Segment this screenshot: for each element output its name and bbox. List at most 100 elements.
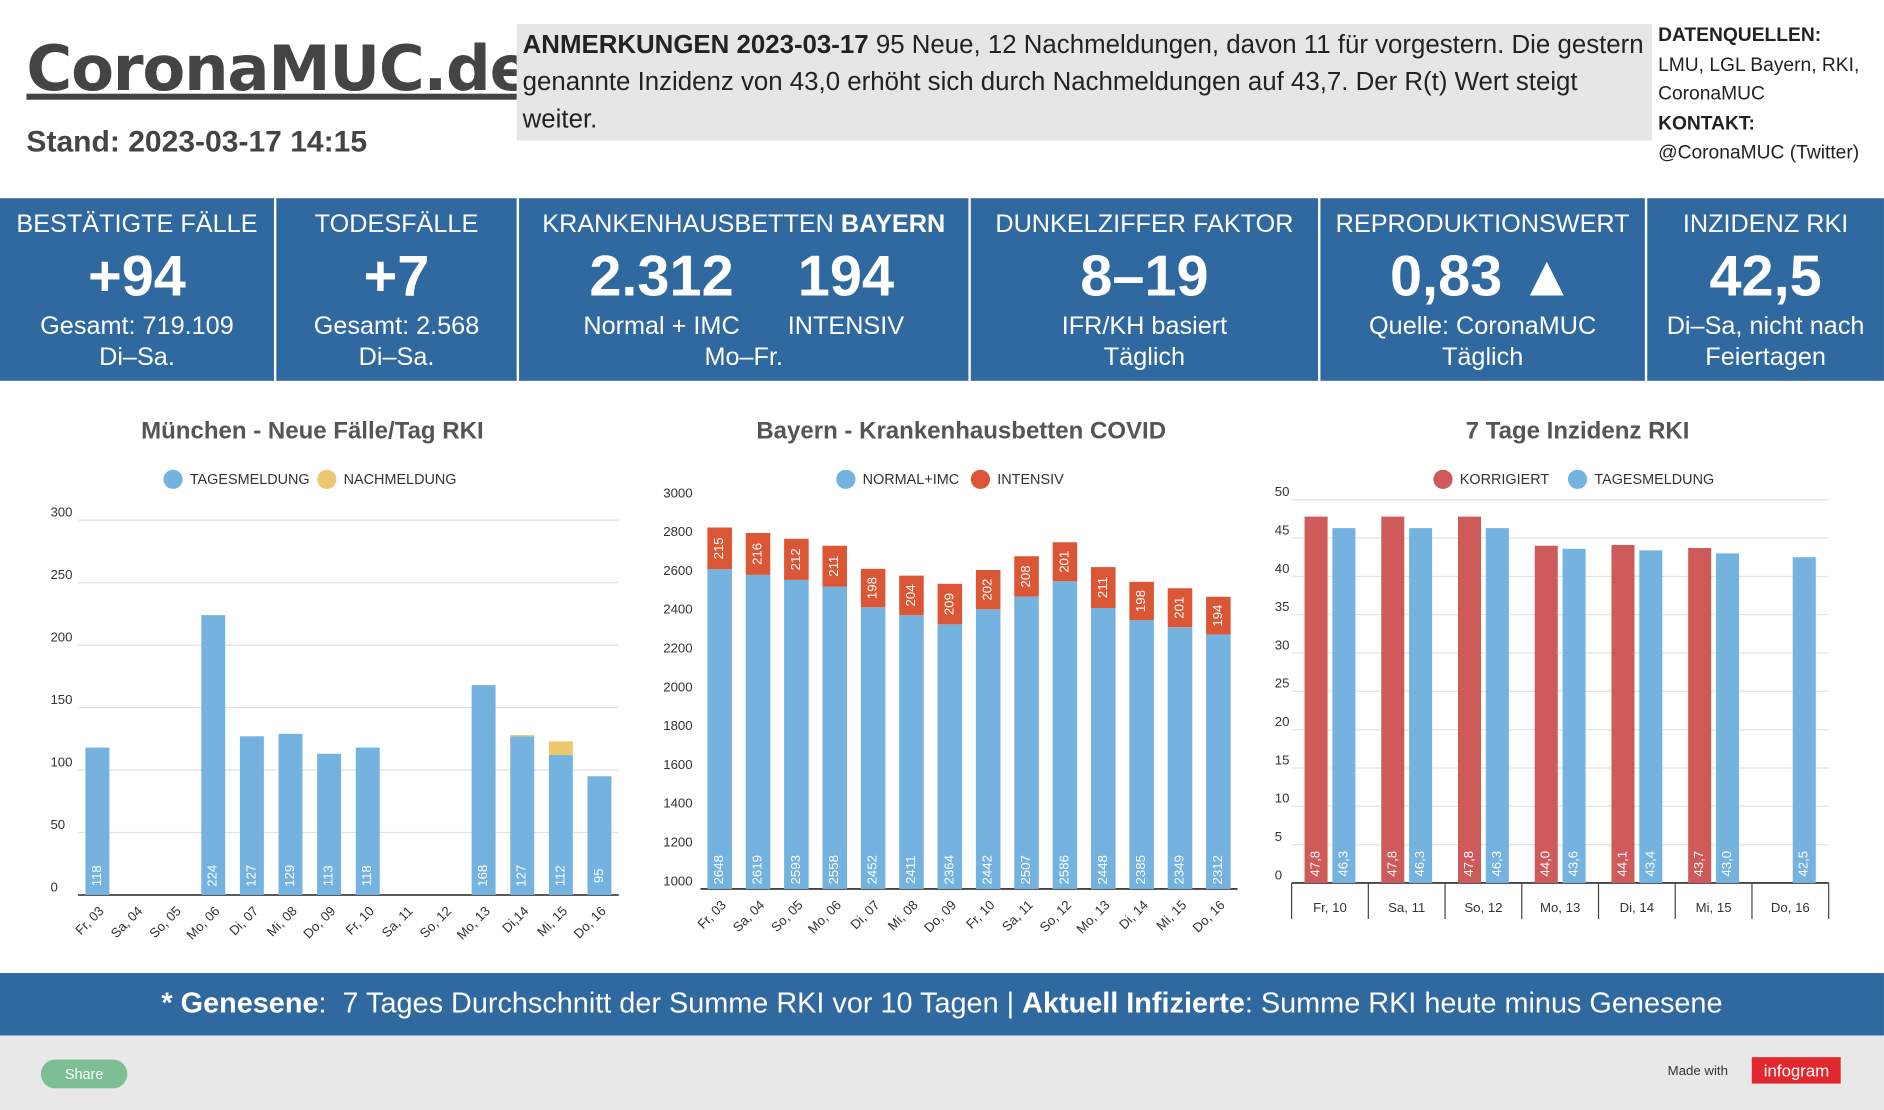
kpi-line: Mo–Fr. [704,343,783,372]
y-tick-label: 1000 [663,873,692,888]
y-tick-label: 40 [1275,561,1290,576]
x-tick-label: Fr, 10 [343,903,377,937]
value-label: 129 [282,865,297,887]
bar [1458,516,1482,883]
value-label: 2648 [711,855,726,884]
value-label: 2558 [826,855,841,884]
bar [1611,544,1635,883]
sources-text: LMU, LGL Bayern, RKI, CoronaMUC [1658,54,1860,105]
x-tick-label: Sa, 11 [379,903,416,940]
legend-swatch [836,469,856,489]
value-label: 47,8 [1461,851,1476,877]
bar [1485,528,1509,883]
y-tick-label: 0 [1275,867,1282,882]
value-label: 168 [475,865,490,887]
value-label: 2364 [941,855,956,884]
x-tick-label: Do, 16 [1190,897,1228,935]
bar [1052,581,1078,889]
footer-bold: Aktuell Infizierte [1022,987,1245,1020]
value-label: 127 [243,865,258,887]
y-tick-label: 2600 [663,563,692,578]
x-tick-label: Di, 07 [847,897,882,932]
x-tick-label: Sa, 04 [108,903,146,941]
kpi-value: 42,5 [1709,245,1822,309]
kpi-line: Di–Sa. [99,343,175,372]
kpi-tile: DUNKELZIFFER FAKTOR 8–19 IFR/KH basiert … [970,198,1319,381]
bar [85,747,110,895]
legend-label: INTENSIV [997,472,1064,488]
bar [1167,588,1193,628]
value-label: 211 [1095,577,1110,598]
bar [975,570,1001,610]
value-label: 95 [591,868,606,883]
value-label: 2507 [1018,855,1033,884]
kpi-title: INZIDENZ RKI [1682,210,1849,238]
x-tick-label: Do, 16 [1771,900,1810,915]
kpi-value: +94 [88,245,186,309]
brand-link[interactable]: infogram [1751,1057,1842,1084]
value-label: 224 [205,865,220,887]
x-tick-label: So, 12 [1464,900,1502,915]
site-title[interactable]: CoronaMUC.de [26,33,532,106]
bar [1206,634,1231,889]
bar [1052,542,1078,582]
x-tick-label: Sa, 11 [1388,900,1425,915]
value-label: 198 [865,577,880,599]
x-tick-label: Do, 16 [571,903,609,941]
value-label: 2593 [788,855,803,884]
bar [1304,516,1328,883]
kpi-line: Quelle: CoronaMUC [1369,312,1597,340]
kpi-value: +7 [363,245,430,309]
x-tick-label: Mi, 08 [264,903,300,939]
kpi-title-bold: BAYERN [840,210,946,238]
legend-label: TAGESMELDUNG [1594,472,1714,488]
kpi-caption: Normal + IMC [583,312,740,340]
kpi-value: 194 [797,245,895,309]
footer-note: * Genesene: 7 Tages Durchschnitt der Sum… [0,973,1884,1036]
value-label: 216 [750,543,765,565]
bar [975,609,1001,889]
value-label: 2312 [1210,855,1225,884]
bar [822,545,848,587]
chart-title: Bayern - Krankenhausbetten COVID [756,417,1166,444]
bar [784,579,809,889]
y-tick-label: 5 [1275,829,1282,844]
legend-swatch [163,469,183,489]
bar [201,615,226,895]
y-tick-label: 1600 [663,757,692,772]
y-tick-label: 2000 [663,679,692,694]
y-tick-label: 50 [50,817,65,832]
bar [745,532,771,575]
value-label: 202 [980,579,995,601]
y-tick-label: 1200 [663,835,692,850]
contact-text: @CoronaMUC (Twitter) [1658,142,1860,164]
share-button[interactable]: Share [40,1059,128,1089]
made-with: Made with [1667,1064,1728,1079]
bar [707,527,732,570]
bar [1534,545,1558,883]
bar [471,685,496,895]
legend-swatch [1433,469,1453,489]
value-label: 208 [1018,565,1033,587]
bar [860,607,886,889]
value-label: 212 [788,548,803,570]
annotation-text: 95 Neue, 12 Nachmeldungen, davon 11 für … [522,30,1644,134]
value-label: 118 [359,865,374,886]
footer-text: : 7 Tages Durchschnitt der Summe RKI vor… [318,987,1023,1020]
kpi-tile: REPRODUKTIONSWERT 0,83 ▲ Quelle: CoronaM… [1320,198,1645,381]
kpi-title: KRANKENHAUSBETTEN [542,210,834,238]
legend-swatch [1567,469,1588,489]
y-tick-label: 250 [50,567,72,582]
bar [1014,556,1039,597]
bar [1206,596,1231,635]
value-label: 2349 [1171,855,1186,884]
y-tick-label: 300 [50,505,72,520]
value-label: 44,1 [1614,851,1629,877]
x-tick-label: Mi, 15 [1153,897,1189,933]
x-tick-label: Sa, 04 [730,897,768,935]
bar [1129,581,1154,621]
bar [899,575,924,616]
contact-label: KONTAKT: [1658,113,1755,134]
value-label: 44,0 [1538,851,1553,877]
bar [1688,548,1712,883]
